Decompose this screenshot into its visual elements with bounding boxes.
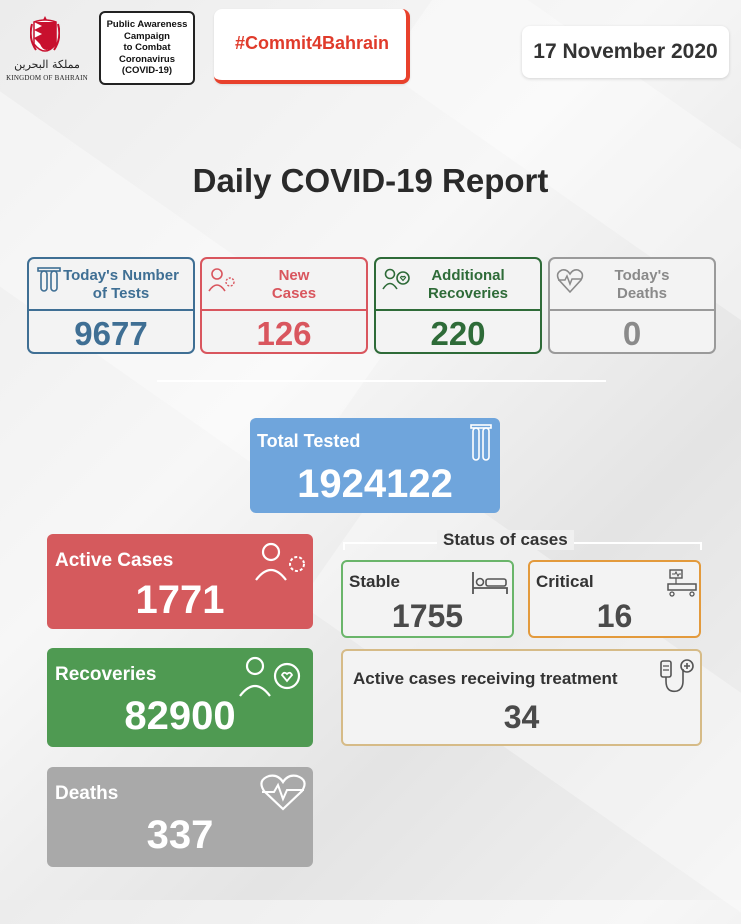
stable-value: 1755 (391, 598, 464, 634)
heartbeat-icon (556, 269, 584, 294)
divider (550, 309, 714, 311)
treatment-box: Active cases receiving treatment 34 (341, 649, 702, 746)
test-tubes-icon (470, 424, 492, 461)
daily-new-cases-box: New Cases 126 (200, 257, 368, 354)
critical-value: 16 (596, 598, 633, 634)
deaths-label: Deaths (55, 783, 119, 804)
daily-tests-label-line: of Tests (92, 285, 150, 302)
page-title: Daily COVID-19 Report (192, 162, 549, 199)
daily-new-cases-label-line: New (278, 267, 310, 284)
hashtag-text: #Commit4Bahrain (234, 33, 390, 53)
daily-recoveries-box: Additional Recoveries 220 (374, 257, 542, 354)
hospital-bed-icon (472, 572, 508, 594)
virus-person-icon (208, 268, 235, 292)
bahrain-emblem-icon (30, 16, 60, 52)
campaign-line: Coronavirus (119, 53, 175, 65)
deaths-value: 337 (146, 813, 214, 857)
status-title: Status of cases (437, 530, 574, 550)
heartbeat-icon (260, 774, 306, 811)
daily-recoveries-value: 220 (430, 315, 486, 352)
treatment-label: Active cases receiving treatment (353, 669, 618, 688)
stable-label: Stable (349, 572, 401, 591)
daily-recoveries-label-line: Recoveries (427, 285, 509, 302)
total-tested-card: Total Tested 1924122 (250, 418, 500, 513)
report-date: 17 November 2020 (522, 26, 729, 78)
treatment-value: 34 (503, 699, 540, 735)
kingdom-name-arabic: مملكة البحرين (14, 58, 80, 71)
daily-new-cases-label: New Cases (228, 267, 360, 303)
divider (376, 309, 540, 311)
stable-box: Stable 1755 (341, 560, 514, 638)
daily-new-cases-label-line: Cases (271, 285, 317, 302)
hashtag-badge (214, 9, 410, 84)
daily-tests-box: Today's Number of Tests 9677 (27, 257, 195, 354)
critical-box: Critical 16 (528, 560, 701, 638)
recoveries-label: Recoveries (55, 664, 157, 685)
virus-person-icon (255, 542, 305, 581)
kingdom-name-english: KINGDOM OF BAHRAIN (6, 74, 88, 82)
recovered-people-icon (382, 268, 410, 290)
recoveries-value: 82900 (124, 694, 236, 738)
daily-new-cases-value: 126 (256, 315, 312, 352)
recovered-people-icon (239, 656, 301, 697)
daily-deaths-box: Today's Deaths 0 (548, 257, 716, 354)
deaths-card: Deaths 337 (47, 767, 313, 867)
test-tubes-icon (37, 267, 61, 292)
campaign-line: Public Awareness (106, 19, 188, 30)
daily-deaths-label-line: Deaths (616, 285, 668, 302)
iv-drip-icon (660, 659, 694, 693)
daily-deaths-label-line: Today's (614, 267, 670, 284)
daily-tests-label: Today's Number of Tests (55, 267, 187, 303)
campaign-line: (COVID-19) (121, 65, 173, 76)
total-tested-value: 1924122 (297, 462, 453, 506)
divider (202, 309, 366, 311)
campaign-line: Campaign (124, 30, 170, 42)
daily-deaths-value: 0 (622, 315, 642, 352)
campaign-line: to Combat (123, 42, 171, 53)
campaign-badge: Public Awareness Campaign to Combat Coro… (99, 11, 195, 85)
divider (29, 309, 193, 311)
daily-recoveries-label: Additional Recoveries (402, 267, 534, 303)
daily-deaths-label: Today's Deaths (576, 267, 708, 303)
daily-tests-value: 9677 (74, 315, 148, 352)
section-divider (157, 380, 606, 382)
icu-bed-icon (667, 569, 697, 597)
active-cases-label: Active Cases (55, 550, 174, 571)
daily-recoveries-label-line: Additional (431, 267, 505, 284)
daily-tests-label-line: Today's Number (63, 267, 179, 284)
total-tested-label: Total Tested (257, 431, 361, 451)
critical-label: Critical (536, 572, 594, 591)
active-cases-value: 1771 (135, 578, 225, 622)
active-cases-card: Active Cases 1771 (47, 534, 313, 629)
recoveries-card: Recoveries 82900 (47, 648, 313, 747)
